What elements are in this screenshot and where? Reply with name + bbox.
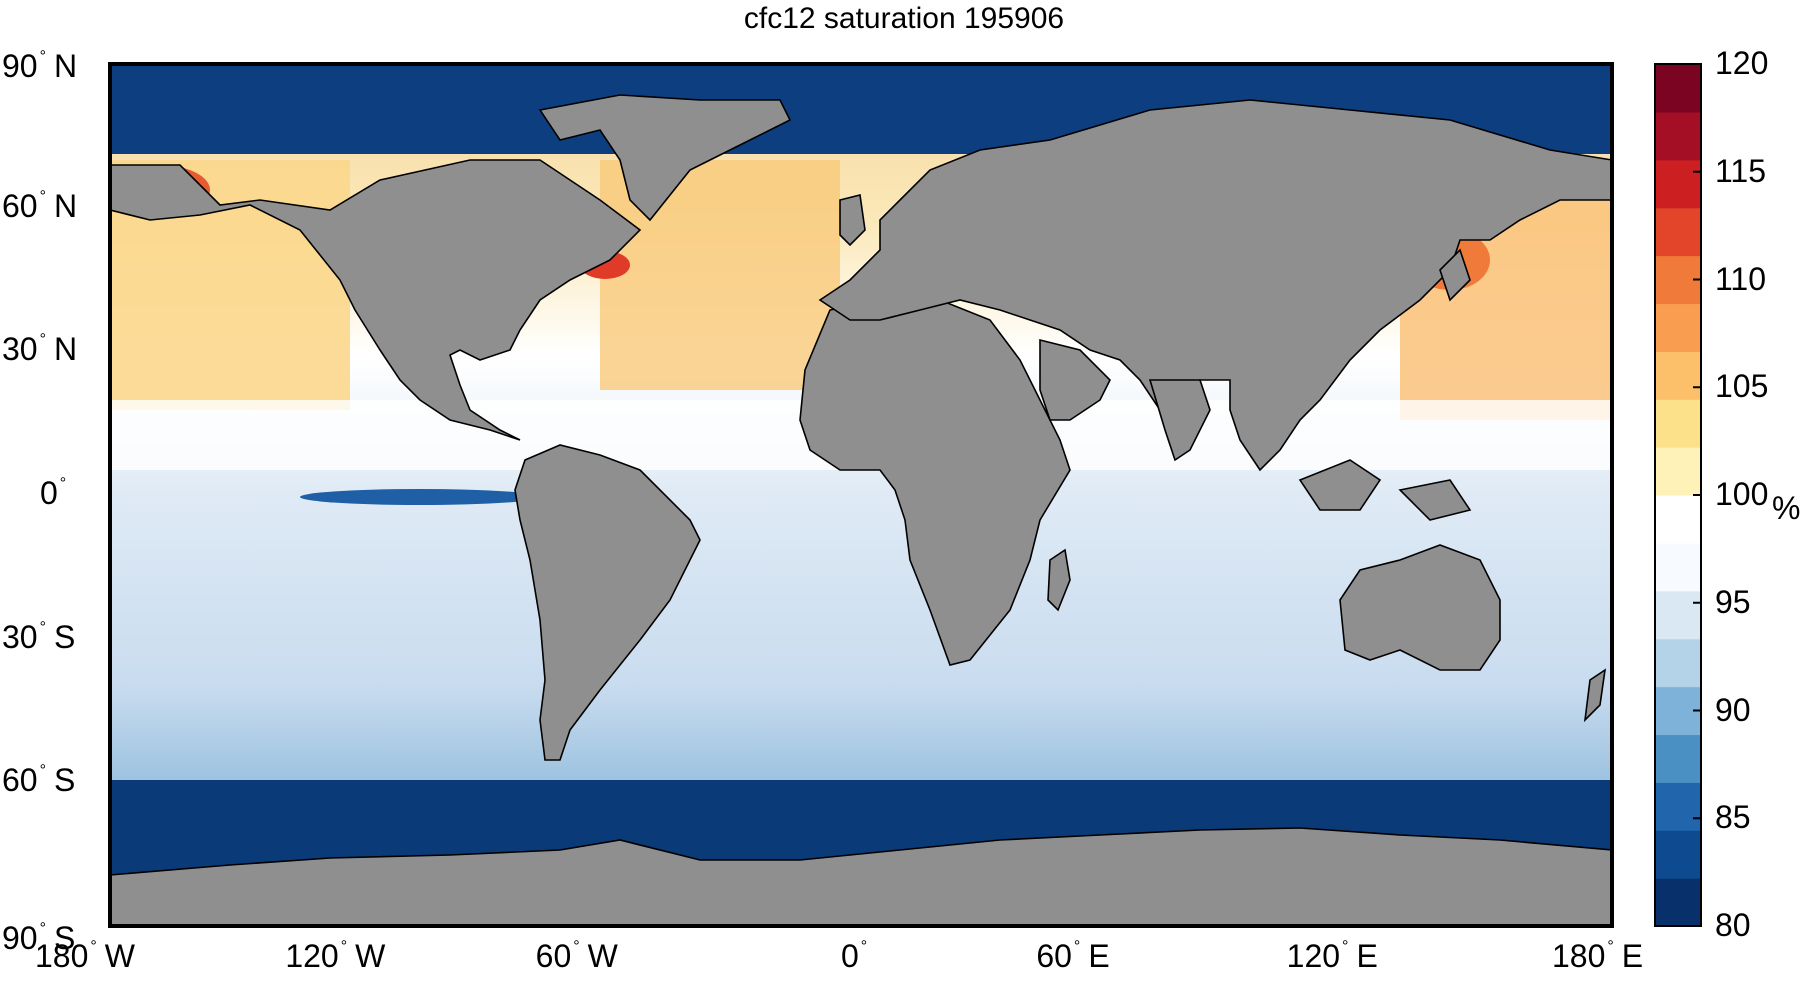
degree-symbol: ° [340,938,348,955]
colorbar-segment [1655,351,1701,400]
lat-tick-label-hemisphere: S [54,618,76,655]
lon-tick-label: 120 ° E [1287,938,1378,975]
lat-tick-label: 0 ° [40,475,74,512]
lon-tick-label-degrees: 180 [35,938,89,974]
colorbar-tick-label: 90 [1715,691,1751,728]
colorbar-tick-label: 95 [1715,583,1751,620]
degree-symbol: ° [1342,938,1349,955]
lat-tick-label: 60 ° S [2,762,75,799]
degree-symbol: ° [1607,938,1614,955]
lon-tick-label-hemisphere: W [587,938,618,974]
lat-tick-label-degrees: 0 [40,475,58,511]
equatorial-pacific-dip [300,489,540,505]
lat-tick-label-degrees: 60 [2,187,38,224]
lat-tick-label-degrees: 90 [2,920,38,956]
lat-tick-label: 90 ° S [2,920,75,957]
arabia [1039,338,1111,421]
lon-tick-label: 60 ° W [536,938,618,975]
lat-tick-label-hemisphere: N [54,331,78,368]
colorbar-segment [1655,878,1701,927]
lat-tick-label: 90 ° N [2,48,77,85]
degree-symbol: ° [59,475,67,492]
colorbar-segment [1655,207,1701,257]
map-title: cfc12 saturation 195906 [743,2,1065,35]
lat-tick-label-degrees: 30 [2,618,38,655]
colorbar-tick-label: 85 [1715,799,1751,836]
lon-tick-label-hemisphere: E [1088,938,1110,974]
south-america [514,444,701,761]
colorbar-segment [1655,542,1701,592]
colorbar-segment [1655,638,1701,688]
lat-tick-label-degrees: 90 [2,48,38,84]
lat-tick-label-degrees: 60 [2,762,38,799]
degree-symbol: ° [39,331,46,349]
lon-tick-label: 180 ° W [35,938,135,975]
africa [799,299,1071,666]
lon-tick-label: 180 ° E [1552,938,1643,975]
lon-tick-label-degrees: 120 [285,938,339,974]
lon-tick-label-degrees: 0 [841,938,859,974]
colorbar-segment [1655,303,1701,352]
colorbar [1654,63,1702,927]
colorbar-segment [1655,495,1701,544]
land-masses [109,94,1613,927]
new-zealand [1583,668,1607,723]
lon-tick-label-hemisphere: E [1621,938,1644,974]
lon-tick-label-degrees: 180 [1552,938,1606,974]
colorbar-segment [1655,782,1701,831]
lon-tick-label: 120 ° W [285,938,385,975]
degree-symbol: ° [90,938,97,955]
colorbar-segment [1655,111,1701,161]
colorbar-tick-label: 120 [1715,45,1769,81]
colorbar-tick-label: 105 [1715,368,1769,405]
lon-tick-label-hemisphere: W [355,938,386,974]
uk [839,194,866,247]
lat-tick-label-degrees: 30 [2,331,38,368]
colorbar-segment [1655,830,1701,879]
colorbar-segment [1655,447,1701,496]
lon-tick-label: 60 ° E [1036,938,1109,975]
colorbar-tick-label: 100 [1715,476,1769,512]
degree-symbol: ° [39,48,46,65]
colorbar-segment [1655,159,1701,209]
madagascar [1047,548,1071,612]
colorbar-tick-label: 110 [1715,260,1767,297]
degree-symbol: ° [860,938,868,955]
lat-tick-label: 30 ° S [2,619,75,656]
lat-tick-label-hemisphere: S [54,762,76,799]
lon-tick-label-degrees: 120 [1286,938,1341,974]
colorbar-segment [1655,64,1701,113]
australia [1339,544,1501,671]
colorbar-unit: % [1772,490,1801,526]
degree-symbol: ° [39,187,46,205]
lon-tick-label-degrees: 60 [1036,938,1072,974]
degree-symbol: ° [1073,938,1081,955]
lat-tick-label-hemisphere: N [54,48,78,84]
eurasia [818,99,1613,472]
lon-tick-label-hemisphere: E [1356,938,1378,974]
lon-tick-label-degrees: 60 [535,938,572,974]
colorbar-segment [1655,734,1701,783]
lat-tick-label-hemisphere: N [54,187,78,224]
lat-tick-label: 30 ° N [2,331,77,368]
north-america [109,159,642,441]
greenland [538,94,792,222]
lat-tick-label-hemisphere: S [54,920,76,956]
india [1148,379,1211,462]
degree-symbol: ° [573,938,580,955]
degree-symbol: ° [39,618,46,636]
degree-symbol: ° [39,920,46,937]
lon-tick-label: 0 ° [841,938,875,975]
japan [1439,248,1471,302]
lon-tick-label-hemisphere: W [104,938,135,974]
colorbar-segment [1655,399,1701,448]
degree-symbol: ° [39,762,46,780]
borneo-indonesia [1298,459,1472,521]
lat-tick-label: 60 ° N [2,188,77,225]
colorbar-segment [1655,590,1701,640]
colorbar-tick-label: 80 [1715,907,1751,943]
map-axes-frame [108,62,1614,928]
colorbar-tick-label: 115 [1715,152,1767,189]
